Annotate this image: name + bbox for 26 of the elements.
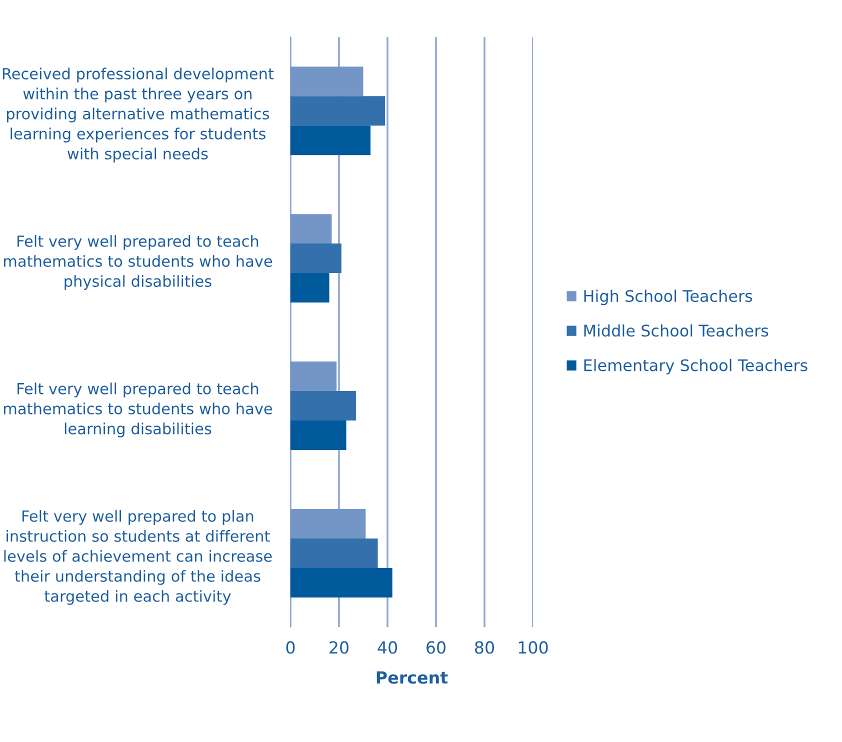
- legend-label: Elementary School Teachers: [584, 358, 808, 374]
- x-tick-label: 60: [426, 641, 446, 654]
- y-tick-label: Received professional development within the past three years on providing alternative mathematics learning experiences for students with special needs: [2, 68, 274, 162]
- bar: [290, 420, 346, 450]
- x-tick-label: 0: [286, 641, 295, 654]
- x-tick-label: 80: [475, 641, 494, 654]
- bar: [290, 362, 337, 392]
- bar: [290, 66, 364, 96]
- legend-label: Middle School Teachers: [584, 324, 768, 337]
- bar: [290, 273, 330, 303]
- bar: [290, 568, 392, 598]
- bar: [290, 244, 342, 274]
- bar: [290, 96, 386, 126]
- bar: [290, 509, 366, 539]
- bar: [290, 126, 371, 156]
- y-tick-label: Felt very well prepared to teach mathematics to students who have learning disabilities: [4, 382, 272, 438]
- bar: [290, 214, 332, 244]
- x-axis-title: Percent: [376, 671, 448, 684]
- y-tick-label: Felt very well prepared to plan instruction so students at different levels of achievement can increase their understanding of the ideas targeted in each activity: [4, 510, 272, 605]
- y-tick-label: Felt very well prepared to teach mathematics to students who have physical disabilities: [4, 235, 272, 290]
- x-tick-label: 20: [330, 641, 348, 654]
- bar: [290, 391, 356, 421]
- legend-label: High School Teachers: [584, 290, 752, 306]
- x-tick-label: 100: [518, 641, 548, 654]
- x-tick-label: 40: [378, 641, 397, 654]
- bar: [290, 538, 378, 568]
